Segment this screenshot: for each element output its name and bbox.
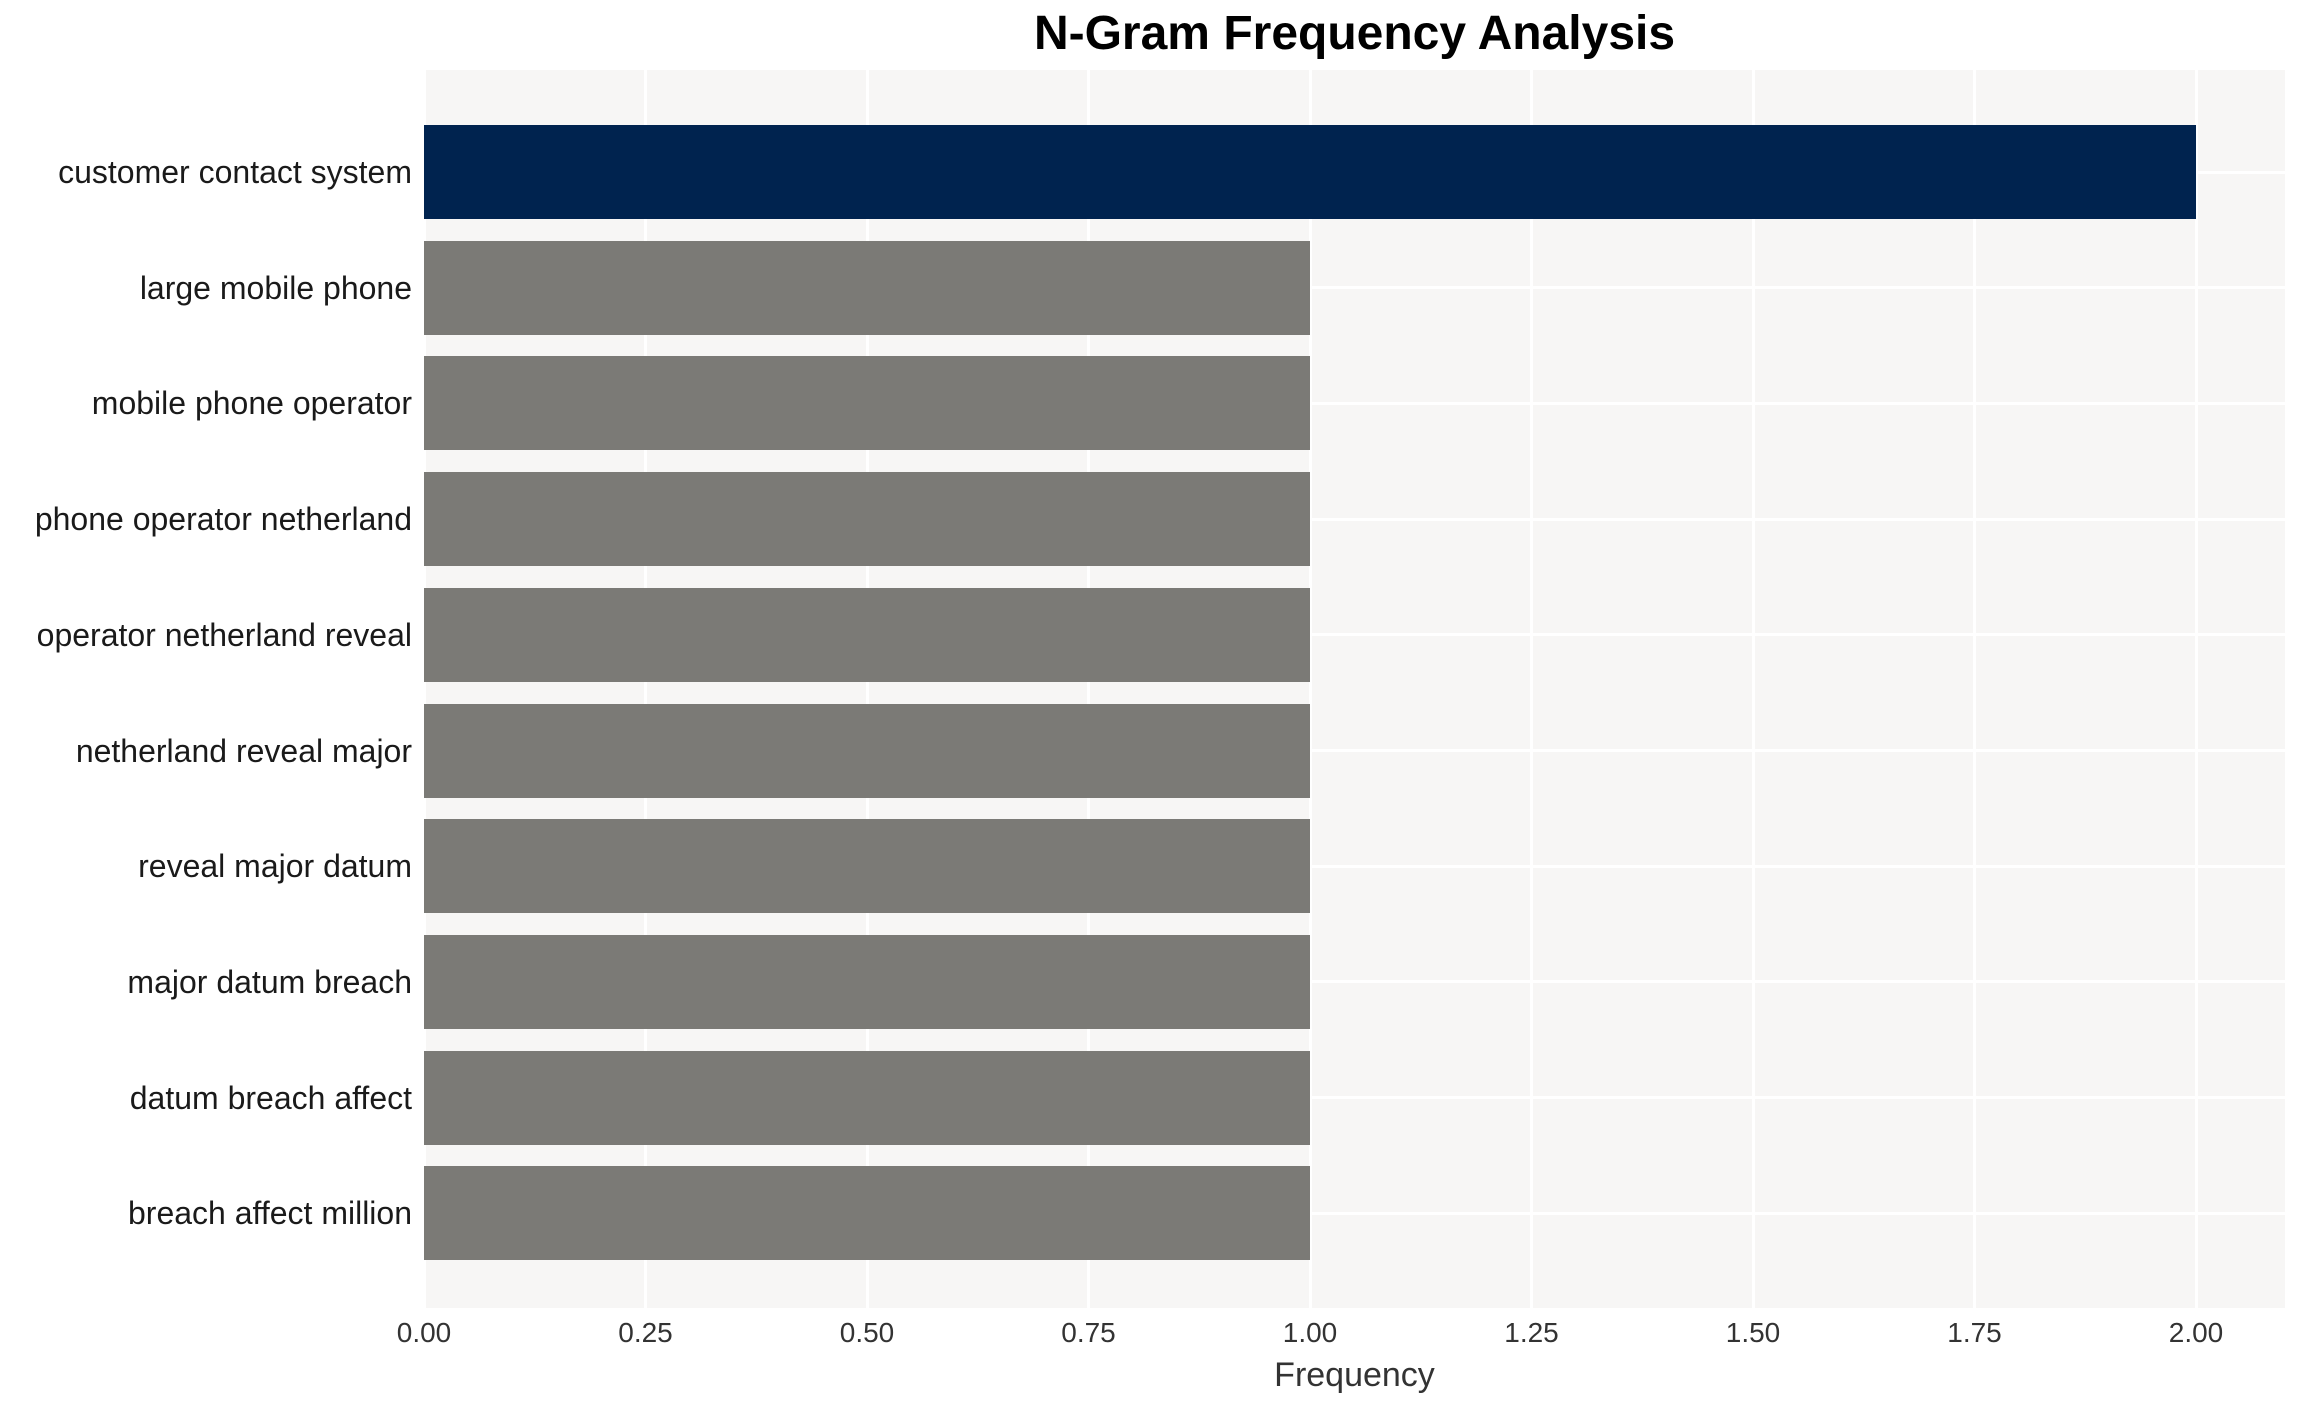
gridline-vertical [1308, 70, 1312, 1308]
gridline-vertical [1087, 70, 1090, 1308]
x-tick-label: 0.00 [396, 1317, 452, 1348]
x-tick-label: 1.50 [1725, 1317, 1781, 1348]
gridline-horizontal [424, 517, 2285, 521]
bar-large-mobile-phone [424, 240, 1310, 335]
bar-breach-affect-million [424, 1166, 1310, 1261]
gridline-horizontal [424, 749, 2285, 752]
x-tick-label: 0.50 [839, 1317, 895, 1348]
y-axis-label: operator netherland reveal [36, 616, 412, 653]
y-axis-label: phone operator netherland [34, 501, 412, 538]
bar-operator-netherland-reveal [424, 587, 1310, 682]
x-tick-label: 0.75 [1061, 1317, 1116, 1348]
x-tick-label: 2.00 [2168, 1317, 2224, 1348]
y-axis-label: netherland reveal major [75, 732, 412, 769]
y-axis-label: major datum breach [127, 963, 412, 1000]
gridline-vertical [2194, 70, 2198, 1308]
x-tick-label: 1.75 [1947, 1317, 2002, 1348]
gridline-vertical [1751, 70, 1755, 1308]
gridline-vertical [644, 70, 647, 1308]
gridline-horizontal [424, 286, 2285, 290]
plot-panel [424, 70, 2285, 1308]
bar-reveal-major-datum [424, 819, 1310, 914]
gridline-horizontal [424, 980, 2285, 984]
gridline-horizontal [424, 633, 2285, 637]
gridline-vertical [424, 70, 426, 1308]
bar-customer-contact-system [424, 125, 2196, 219]
y-axis-label: customer contact system [58, 154, 412, 190]
gridline-horizontal [424, 1096, 2285, 1100]
x-tick-label: 0.25 [618, 1317, 673, 1348]
y-axis-label: breach affect million [128, 1195, 412, 1232]
y-axis-label: reveal major datum [138, 848, 412, 885]
y-axis-label: large mobile phone [139, 269, 412, 306]
y-axis-label: mobile phone operator [91, 385, 412, 422]
gridline-vertical [865, 70, 869, 1308]
gridline-horizontal [424, 864, 2285, 868]
gridline-horizontal [424, 401, 2285, 405]
y-axis-label: datum breach affect [129, 1079, 412, 1116]
gridline-horizontal [424, 1211, 2285, 1215]
bar-phone-operator-netherland [424, 472, 1310, 567]
bar-datum-breach-affect [424, 1050, 1310, 1145]
gridline-vertical [1973, 70, 1976, 1308]
x-tick-label: 1.00 [1282, 1317, 1338, 1348]
gridline-vertical [1530, 70, 1533, 1308]
x-axis-title: Frequency [1274, 1356, 1435, 1394]
x-tick-label: 1.25 [1504, 1317, 1559, 1348]
chart-title: N-Gram Frequency Analysis [1033, 7, 1676, 60]
bar-major-datum-breach [424, 934, 1310, 1029]
bar-netherland-reveal-major [424, 703, 1310, 798]
bar-mobile-phone-operator [424, 356, 1310, 451]
